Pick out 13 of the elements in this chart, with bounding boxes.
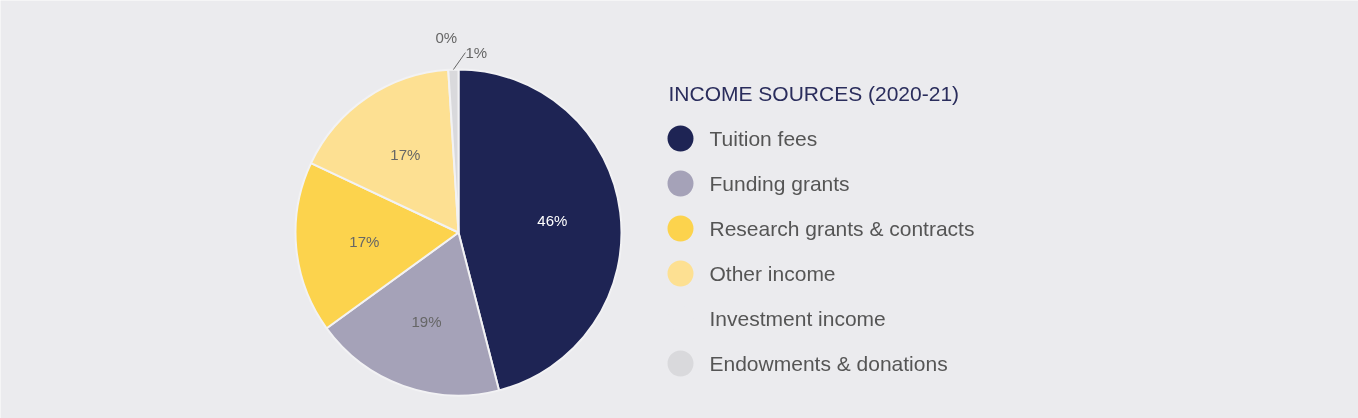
legend-label: Other income (709, 262, 836, 285)
legend-title: INCOME SOURCES (2020-21) (668, 82, 960, 105)
legend-label: Endowments & donations (709, 352, 948, 375)
data-label: 17% (349, 232, 380, 250)
data-label: 1% (465, 44, 488, 62)
legend-label: Research grants & contracts (709, 217, 975, 240)
data-label: 17% (390, 145, 421, 163)
text: 0% (435, 29, 458, 47)
data-label: 19% (411, 312, 442, 330)
legend-label: Funding grants (709, 172, 850, 195)
data-label: 46% (537, 212, 568, 230)
category-label: Investment income (709, 307, 886, 330)
legend-label: Tuition fees (709, 127, 818, 150)
